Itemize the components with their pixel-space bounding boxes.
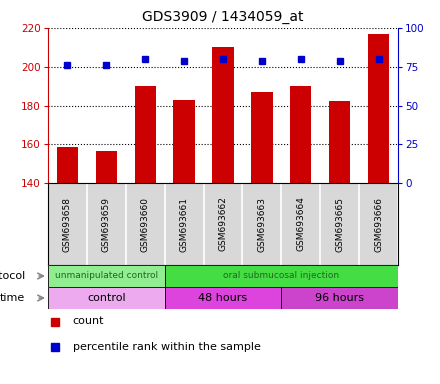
Text: unmanipulated control: unmanipulated control (55, 271, 158, 280)
Text: GSM693666: GSM693666 (374, 197, 383, 252)
Text: oral submucosal injection: oral submucosal injection (223, 271, 339, 280)
Text: count: count (73, 316, 104, 326)
Bar (95, 151, 117, 183)
Title: GDS3909 / 1434059_at: GDS3909 / 1434059_at (142, 10, 304, 24)
Bar (251, 92, 273, 183)
Text: GSM693659: GSM693659 (102, 197, 111, 252)
Text: GSM693665: GSM693665 (335, 197, 344, 252)
Text: 48 hours: 48 hours (198, 293, 248, 303)
Text: 96 hours: 96 hours (315, 293, 364, 303)
Bar (165, 265, 398, 287)
Bar (48, 265, 165, 287)
Text: GSM693658: GSM693658 (63, 197, 72, 252)
Text: GSM693661: GSM693661 (180, 197, 189, 252)
Text: percentile rank within the sample: percentile rank within the sample (73, 341, 260, 351)
Bar (173, 100, 195, 183)
Text: control: control (87, 293, 126, 303)
Text: time: time (0, 293, 25, 303)
Bar (281, 287, 398, 309)
Bar (368, 34, 389, 183)
Text: GSM693664: GSM693664 (296, 197, 305, 252)
Text: protocol: protocol (0, 271, 25, 281)
Text: GSM693660: GSM693660 (141, 197, 150, 252)
Bar (48, 287, 165, 309)
Bar (290, 86, 312, 183)
Bar (213, 47, 234, 183)
Bar (165, 287, 281, 309)
Bar (57, 147, 78, 183)
Text: GSM693663: GSM693663 (257, 197, 266, 252)
Bar (135, 86, 156, 183)
Text: GSM693662: GSM693662 (219, 197, 227, 252)
Bar (329, 101, 350, 183)
